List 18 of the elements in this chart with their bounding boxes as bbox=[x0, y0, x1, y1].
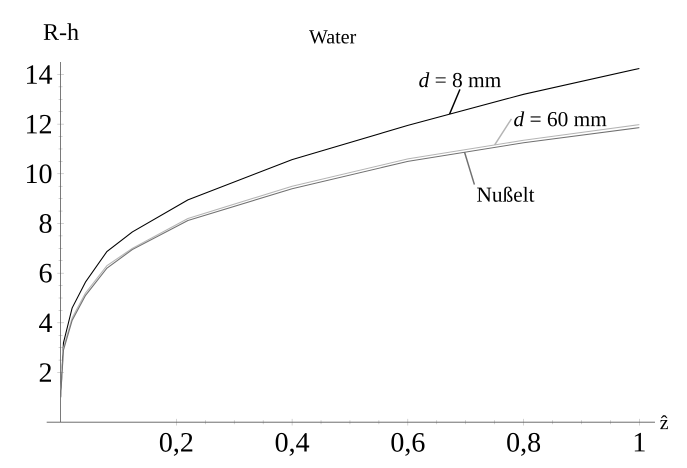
x-tick-label: 0,6 bbox=[391, 432, 425, 456]
x-axis-title: ẑ bbox=[660, 415, 668, 430]
x-tick-label: 0,4 bbox=[276, 432, 310, 456]
x-tick-label: 0,2 bbox=[160, 432, 192, 456]
y-tick-label: 10 bbox=[26, 164, 52, 184]
x-tick-label: 0,8 bbox=[507, 432, 540, 456]
y-tick-label: 2 bbox=[40, 363, 51, 382]
y-tick-label: 14 bbox=[26, 65, 52, 84]
y-axis-title: R-h bbox=[44, 23, 79, 40]
series-label: d = 8 mm bbox=[419, 72, 501, 88]
y-tick-label: 8 bbox=[40, 214, 52, 233]
series-label: Nußelt bbox=[477, 186, 534, 202]
legend-label: d = 60 mm bbox=[514, 111, 606, 126]
y-tick-label: 4 bbox=[39, 314, 52, 332]
y-tick-label: 12 bbox=[26, 114, 51, 134]
chart-title: Water bbox=[308, 30, 356, 44]
y-tick-label: 6 bbox=[40, 264, 52, 282]
x-tick-label: 1 bbox=[634, 432, 645, 452]
